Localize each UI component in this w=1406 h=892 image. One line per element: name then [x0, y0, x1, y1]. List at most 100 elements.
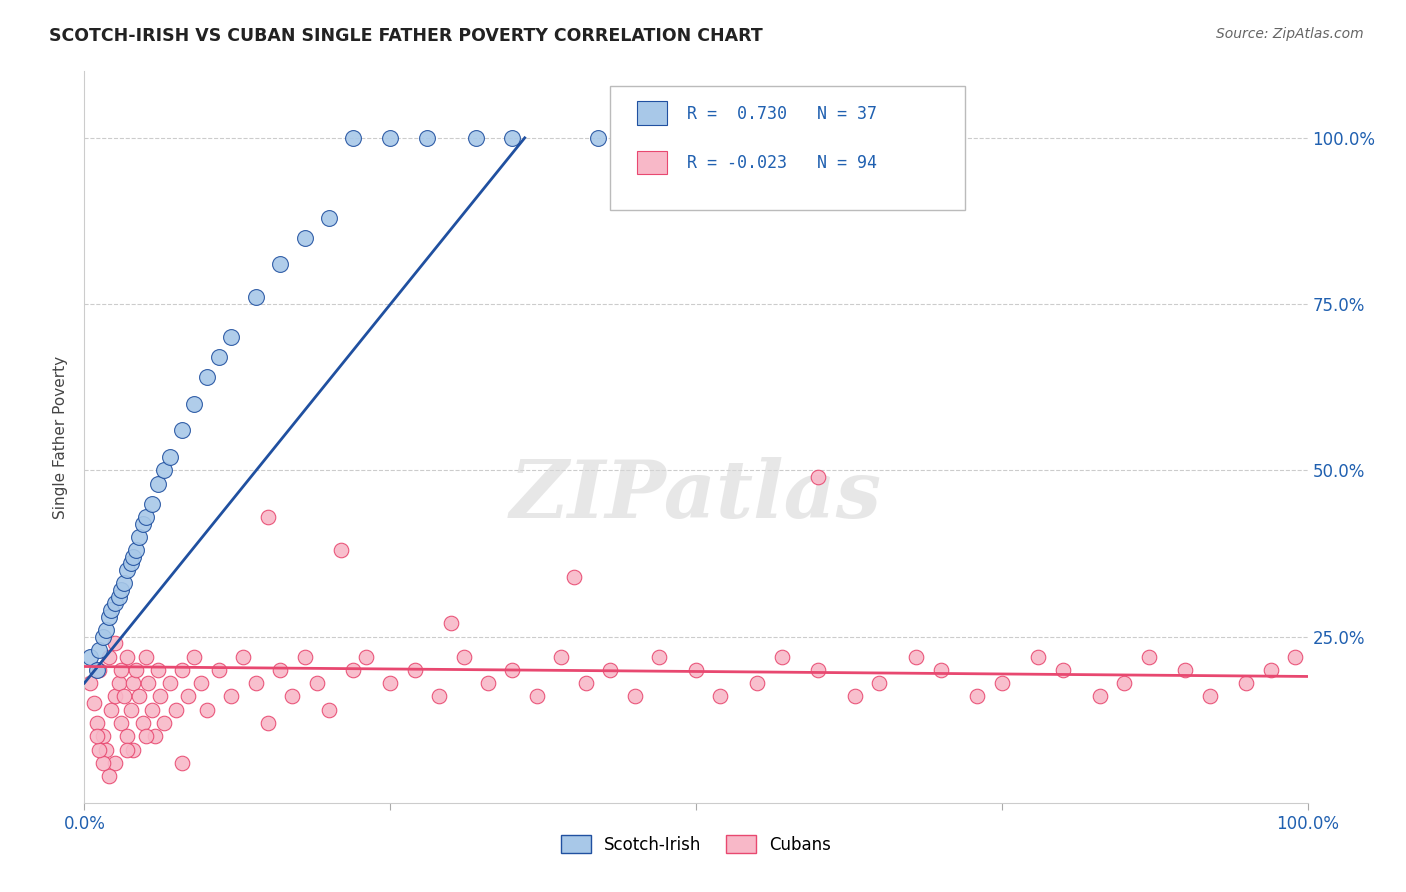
- Point: [354, 649, 377, 664]
- Point: [79, 676, 101, 690]
- Point: [1137, 649, 1160, 664]
- Point: [135, 729, 157, 743]
- Point: [1028, 649, 1050, 664]
- Point: [177, 690, 200, 704]
- Point: [97, 609, 120, 624]
- Point: [380, 676, 402, 690]
- Point: [427, 690, 450, 704]
- Point: [404, 663, 426, 677]
- Point: [257, 509, 280, 524]
- Text: R =  0.730   N = 37: R = 0.730 N = 37: [688, 104, 877, 123]
- Legend: Scotch-Irish, Cubans: Scotch-Irish, Cubans: [554, 829, 838, 860]
- Point: [747, 676, 769, 690]
- Point: [929, 663, 952, 677]
- Point: [87, 742, 110, 756]
- Point: [232, 649, 254, 664]
- Point: [122, 742, 145, 756]
- Point: [86, 663, 108, 677]
- Point: [1284, 649, 1306, 664]
- Point: [110, 716, 132, 731]
- Point: [100, 603, 122, 617]
- Point: [112, 690, 135, 704]
- Point: [219, 690, 242, 704]
- Point: [453, 649, 475, 664]
- Point: [526, 690, 548, 704]
- Point: [245, 676, 267, 690]
- Point: [624, 690, 647, 704]
- Point: [183, 397, 205, 411]
- Point: [330, 543, 353, 558]
- Point: [120, 703, 142, 717]
- Point: [122, 676, 145, 690]
- Point: [159, 450, 181, 464]
- Text: Source: ZipAtlas.com: Source: ZipAtlas.com: [1216, 27, 1364, 41]
- Point: [183, 649, 205, 664]
- FancyBboxPatch shape: [610, 86, 965, 211]
- Point: [281, 690, 304, 704]
- Point: [502, 663, 524, 677]
- Text: ZIPatlas: ZIPatlas: [510, 457, 882, 534]
- Point: [100, 703, 122, 717]
- Point: [91, 729, 114, 743]
- Point: [120, 557, 142, 571]
- Point: [87, 643, 110, 657]
- Point: [91, 630, 114, 644]
- Point: [208, 663, 231, 677]
- Point: [294, 230, 316, 244]
- Y-axis label: Single Father Poverty: Single Father Poverty: [53, 356, 69, 518]
- Point: [770, 649, 793, 664]
- Point: [844, 690, 866, 704]
- Point: [159, 676, 181, 690]
- Point: [132, 516, 155, 531]
- Point: [115, 729, 138, 743]
- Point: [143, 729, 166, 743]
- Point: [104, 596, 127, 610]
- Point: [110, 582, 132, 597]
- Point: [440, 616, 463, 631]
- Point: [257, 716, 280, 731]
- Point: [342, 663, 364, 677]
- Point: [575, 676, 598, 690]
- Point: [122, 549, 145, 564]
- Point: [342, 131, 364, 145]
- Point: [966, 690, 988, 704]
- Point: [195, 370, 218, 384]
- Point: [648, 649, 671, 664]
- Point: [104, 690, 127, 704]
- Point: [135, 509, 157, 524]
- Point: [110, 663, 132, 677]
- Point: [294, 649, 316, 664]
- Point: [79, 649, 101, 664]
- Point: [219, 330, 242, 344]
- Point: [149, 690, 172, 704]
- Point: [269, 257, 291, 271]
- Text: R = -0.023   N = 94: R = -0.023 N = 94: [688, 153, 877, 172]
- Point: [153, 716, 176, 731]
- FancyBboxPatch shape: [637, 151, 666, 175]
- Point: [146, 476, 169, 491]
- Point: [1260, 663, 1282, 677]
- Point: [91, 756, 114, 770]
- Point: [112, 576, 135, 591]
- Point: [115, 563, 138, 577]
- Point: [1114, 676, 1136, 690]
- Point: [380, 131, 402, 145]
- Point: [208, 351, 231, 365]
- Point: [128, 530, 150, 544]
- Point: [1052, 663, 1074, 677]
- Point: [1174, 663, 1197, 677]
- Point: [550, 649, 572, 664]
- Point: [1088, 690, 1111, 704]
- Point: [136, 676, 159, 690]
- Point: [135, 649, 157, 664]
- FancyBboxPatch shape: [637, 102, 666, 126]
- Point: [318, 703, 340, 717]
- Point: [245, 290, 267, 304]
- Point: [141, 703, 163, 717]
- Point: [477, 676, 499, 690]
- Point: [86, 716, 108, 731]
- Point: [125, 543, 148, 558]
- Point: [586, 131, 609, 145]
- Point: [1198, 690, 1220, 704]
- Point: [318, 211, 340, 225]
